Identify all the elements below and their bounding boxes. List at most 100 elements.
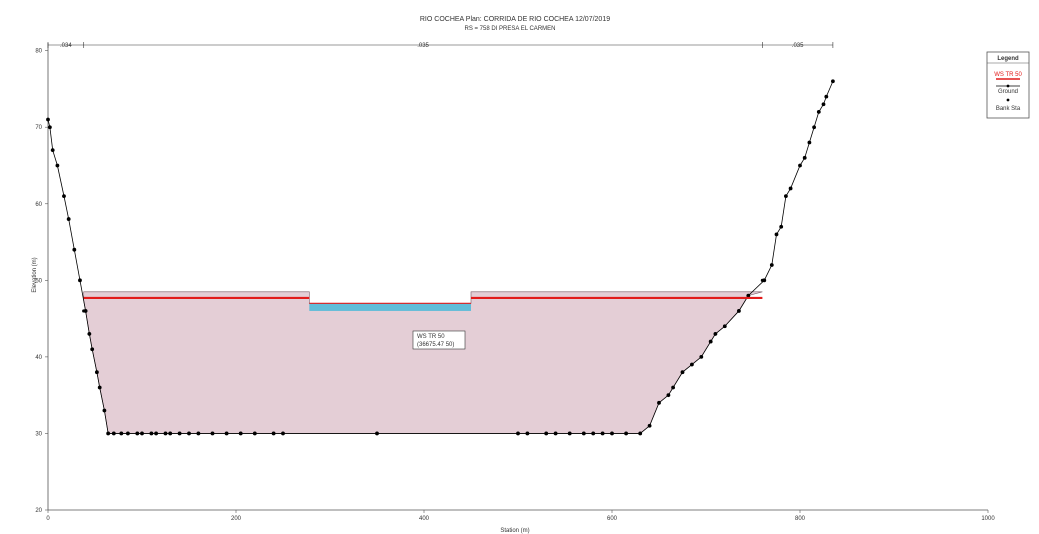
chart-subtitle: RS = 758 DI PRESA EL CARMEN <box>465 26 556 32</box>
ground-point <box>111 431 116 436</box>
legend-ground-marker <box>1006 84 1010 88</box>
ground-point <box>610 431 614 436</box>
ground-point <box>769 263 774 267</box>
ground-point <box>55 163 60 168</box>
bank-station-point <box>82 309 86 313</box>
ground-point <box>168 431 173 436</box>
legend-title: Legend <box>997 56 1019 62</box>
ground-point <box>713 332 718 336</box>
ground-point <box>106 431 111 436</box>
manning-n-label: .034 <box>60 43 72 49</box>
ground-point <box>102 408 107 413</box>
ground-point <box>177 431 182 436</box>
ground-point <box>90 347 95 352</box>
ground-point <box>671 385 675 390</box>
ground-point <box>690 362 694 367</box>
ground-point <box>624 431 628 436</box>
ground-point <box>812 125 816 130</box>
ground-point <box>163 431 168 436</box>
channel-highlight <box>309 303 471 311</box>
ground-point <box>657 400 661 405</box>
y-tick-label: 20 <box>35 508 42 514</box>
ground-point <box>119 431 124 436</box>
manning-n-label: .035 <box>792 43 804 49</box>
plot-area: 0 200 400 600 800 1000 20 30 40 50 60 70 80 .034 .035.… <box>35 42 995 522</box>
ground-point <box>567 431 572 436</box>
ground-point <box>78 278 82 283</box>
ground-point <box>708 339 713 344</box>
ground-point <box>126 431 130 436</box>
ground-point <box>647 423 652 428</box>
ground-point <box>553 431 558 436</box>
manning-n-label: .035 <box>417 43 429 49</box>
ground-point <box>72 247 77 252</box>
ground-point <box>638 431 643 436</box>
y-tick-label: 60 <box>35 202 42 208</box>
y-tick-label: 80 <box>35 49 42 55</box>
ground-point <box>140 431 144 436</box>
ground-point <box>516 431 520 436</box>
x-axis-label: Station (m) <box>500 528 529 534</box>
bank-station-point <box>760 278 765 282</box>
ground-point <box>154 431 159 436</box>
ground-point <box>196 431 201 436</box>
ground-point <box>47 125 52 130</box>
ground-point <box>807 140 812 145</box>
annotation-box <box>412 330 466 350</box>
ground-point <box>784 194 788 199</box>
ground-point <box>831 79 835 84</box>
x-tick-label: 800 <box>795 516 806 522</box>
annotation-line-1: WS TR 50 <box>417 334 445 340</box>
ground-point <box>699 354 704 359</box>
ground-point <box>722 324 727 329</box>
x-tick-label: 1000 <box>981 516 995 522</box>
ground-point <box>187 431 191 436</box>
y-tick-label: 40 <box>35 355 42 361</box>
annotation-line-2: (36675.47 50) <box>417 342 454 348</box>
ws-annotation: WS TR 50 (36675.47 50) <box>412 330 466 350</box>
ground-point <box>581 431 586 436</box>
ground-point <box>50 148 55 153</box>
ground-point <box>238 431 243 436</box>
ground-point <box>591 431 596 436</box>
flow-area <box>83 291 763 434</box>
ground-point <box>97 385 102 390</box>
legend: Legend WS TR 50 Ground Bank Sta <box>986 51 1030 119</box>
x-tick-label: 0 <box>46 516 50 522</box>
ground-point <box>666 393 671 398</box>
chart-title: RIO COCHEA Plan: CORRIDA DE RIO COCHEA 1… <box>420 16 610 23</box>
ground-point <box>746 293 751 298</box>
ground-point <box>680 370 685 375</box>
x-tick-label: 200 <box>231 516 242 522</box>
ground-point <box>788 186 793 191</box>
ground-point <box>600 431 605 436</box>
ground-point <box>224 431 229 436</box>
legend-entry-ground: Ground <box>998 89 1018 95</box>
ground-point <box>87 332 92 336</box>
legend-bank-marker <box>1006 98 1010 102</box>
ground-point <box>816 110 821 114</box>
legend-entry-bank: Bank Sta <box>996 106 1021 112</box>
ground-point <box>525 431 530 436</box>
legend-entry-ws: WS TR 50 <box>994 72 1022 78</box>
ground-point <box>271 431 276 436</box>
x-tick-label: 400 <box>419 516 430 522</box>
ground-point <box>46 117 50 122</box>
ground-point <box>135 431 140 436</box>
ground-point <box>375 431 379 436</box>
ground-point <box>774 232 779 237</box>
ground-point <box>252 431 257 436</box>
ground-point <box>66 217 71 221</box>
x-tick-label: 600 <box>607 516 618 522</box>
ground-point <box>94 370 99 375</box>
y-tick-label: 30 <box>35 431 42 437</box>
ground-point <box>779 224 784 229</box>
y-tick-label: 70 <box>35 125 42 131</box>
ground-point <box>62 194 66 199</box>
ground-point <box>149 431 154 436</box>
y-tick-label: 50 <box>35 278 42 284</box>
ground-point <box>210 431 215 436</box>
ground-point <box>798 163 802 168</box>
ground-point <box>824 94 829 99</box>
